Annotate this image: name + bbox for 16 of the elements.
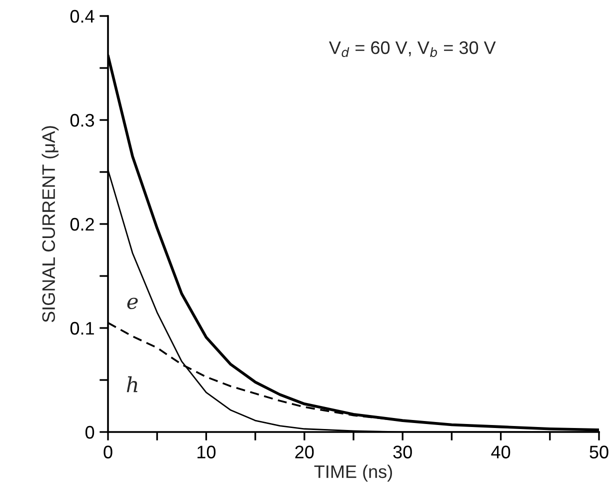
- annotation: V$_{d}$ = 60 V, V$_{b}$ = 30 V: [328, 41, 496, 58]
- y-tick-label: 0: [85, 426, 94, 439]
- x-tick-label: 10: [198, 446, 216, 458]
- y-tick-label: 0.4: [70, 10, 94, 23]
- y-tick-label: 0.3: [70, 114, 94, 127]
- x-tick-label: 0: [104, 446, 112, 458]
- y-tick-label: 0.2: [70, 218, 94, 231]
- x-tick-label: 50: [590, 446, 608, 458]
- y-tick-label: 0.1: [70, 322, 94, 335]
- series-label: e: [127, 298, 138, 310]
- x-tick-label: 40: [491, 446, 510, 458]
- series-label: h: [126, 376, 138, 392]
- x-tick-label: 30: [393, 446, 412, 458]
- y-axis-title: SIGNAL CURRENT (μA): [42, 126, 59, 322]
- x-tick-label: 20: [295, 446, 314, 458]
- x-axis-title: TIME (ns): [314, 464, 392, 482]
